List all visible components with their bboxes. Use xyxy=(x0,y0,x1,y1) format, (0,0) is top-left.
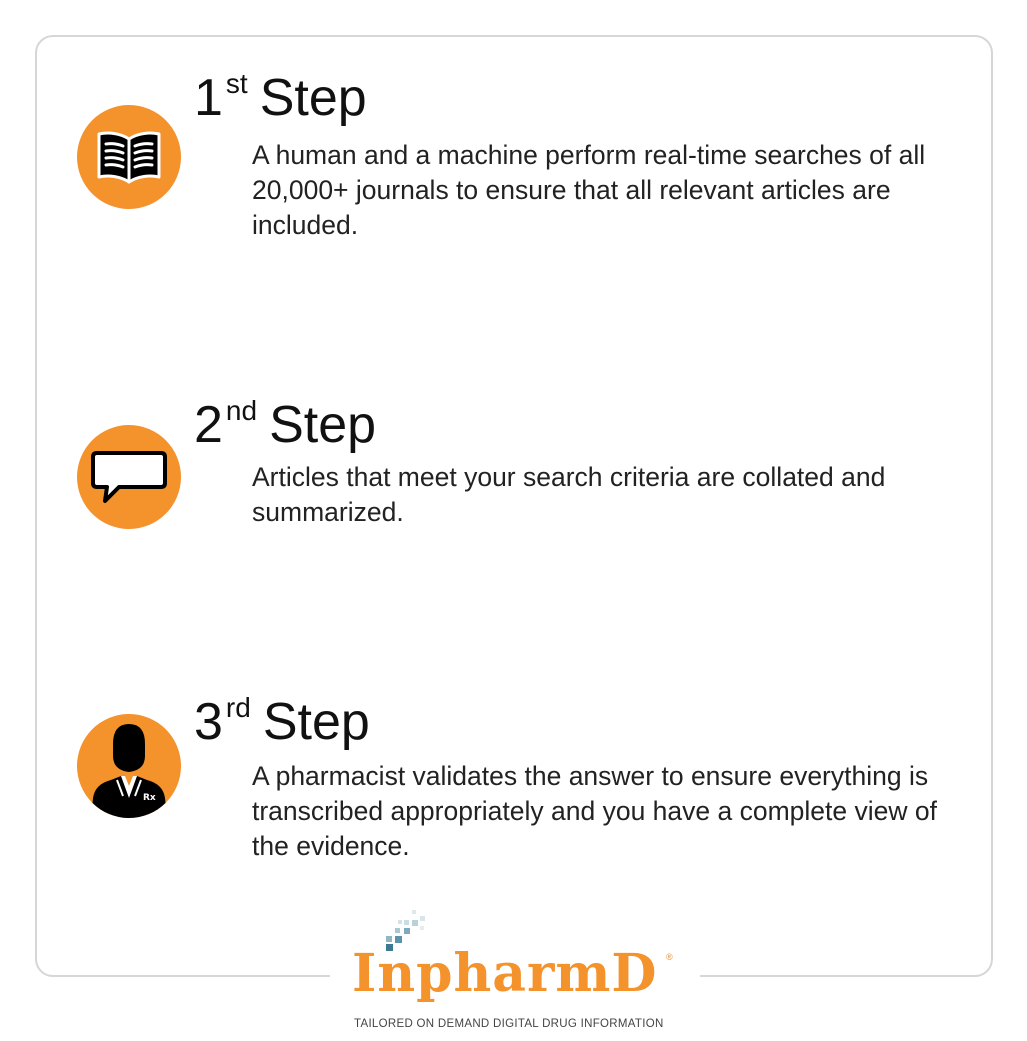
pharmacist-icon: Rx xyxy=(91,724,167,818)
open-book-icon xyxy=(97,131,161,184)
step-3-icon-circle: Rx xyxy=(77,714,181,818)
step-3-description: A pharmacist validates the answer to ens… xyxy=(252,761,937,861)
step-1-icon-circle xyxy=(77,105,181,209)
step-1-description: A human and a machine perform real-time … xyxy=(252,140,926,240)
inpharmd-logo: InpharmD ® TAILORED ON DEMAND DIGITAL DR… xyxy=(330,900,700,1041)
step-2-description: Articles that meet your search criteria … xyxy=(252,462,886,527)
steps-card xyxy=(35,35,993,977)
pixel-dots-icon xyxy=(386,910,425,951)
speech-bubble-icon xyxy=(91,451,167,503)
logo-tagline: TAILORED ON DEMAND DIGITAL DRUG INFORMAT… xyxy=(354,1018,664,1030)
step-2-icon-circle xyxy=(77,425,181,529)
registered-mark: ® xyxy=(666,952,673,962)
rx-badge: Rx xyxy=(143,793,156,803)
logo-wordmark: InpharmD xyxy=(352,943,658,1004)
